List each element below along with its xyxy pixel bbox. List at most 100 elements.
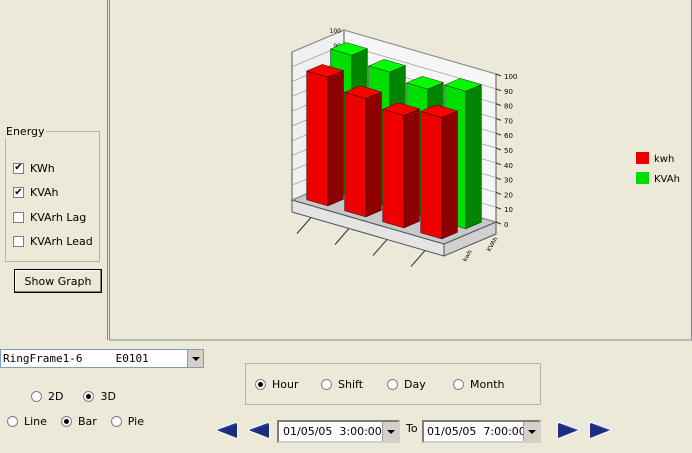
radio-label: 3D [100, 390, 116, 403]
radio-item[interactable]: Month [453, 378, 519, 391]
prev-button[interactable] [245, 421, 270, 439]
last-button[interactable] [589, 421, 614, 439]
y-tick [495, 162, 502, 166]
from-dropdown[interactable] [382, 422, 398, 441]
radio-item[interactable]: Bar [60, 415, 97, 428]
left-panel [0, 0, 108, 340]
bar-top [405, 76, 444, 90]
checkbox-item[interactable]: KVArh Lag [13, 205, 93, 230]
radio-button[interactable] [255, 379, 266, 390]
bar [306, 64, 345, 207]
y-tick-label: 100 [504, 73, 517, 81]
to-date[interactable]: 01/05/05 7:00:00 [422, 420, 541, 443]
chart: 0010102020303040405050606070708080909010… [109, 0, 692, 341]
checkbox-item[interactable]: ✔ KVAh [13, 181, 93, 206]
checkbox-item[interactable]: KVArh Lead [13, 230, 93, 255]
x-tick [296, 217, 312, 234]
radio-button[interactable] [7, 416, 18, 427]
to-text: 01/05/05 7:00:00 [427, 425, 526, 438]
bar-top [329, 42, 368, 56]
y-tick [495, 88, 502, 92]
dropdown-button[interactable] [187, 350, 203, 367]
grid-line [291, 29, 497, 75]
next-button[interactable] [557, 421, 582, 439]
radio-item[interactable]: Day [387, 378, 453, 391]
bar-side [441, 110, 458, 240]
radio-item[interactable]: Pie [110, 415, 144, 428]
to-label: To [406, 422, 418, 435]
bar [420, 104, 459, 240]
y-tick-label: 20 [504, 191, 513, 199]
legend-label: KVAh [654, 174, 680, 185]
checkbox[interactable] [13, 236, 24, 248]
bar-top [367, 59, 406, 73]
y-tick-label: 40 [504, 162, 513, 170]
meter-text: RingFrame1-6 E0101 [3, 352, 149, 365]
checkbox[interactable] [13, 211, 24, 223]
radio-dot [63, 419, 69, 424]
radio-button[interactable] [387, 379, 398, 390]
y-tick-label: 10 [504, 206, 513, 214]
checkbox-item[interactable]: ✔ KWh [13, 156, 93, 181]
y-tick-label: 50 [504, 147, 513, 155]
y-tick [495, 191, 502, 195]
bar-side [403, 108, 420, 229]
radio-item[interactable]: 2D [31, 390, 63, 403]
legend-swatch [636, 152, 649, 164]
y-tick-label: 70 [504, 117, 513, 125]
show-graph-button[interactable]: Show Graph [14, 269, 102, 293]
plot: 0010102020303040405050606070708080909010… [290, 28, 680, 267]
y-tick [495, 206, 502, 210]
bar-side [327, 70, 344, 207]
radio-label: Line [24, 415, 47, 428]
radio-item[interactable]: Hour [255, 378, 321, 391]
to-dropdown[interactable] [523, 422, 539, 441]
y-tick [495, 132, 502, 136]
bar-front [306, 70, 329, 207]
period-group [245, 363, 541, 405]
checkbox[interactable]: ✔ [13, 162, 24, 174]
x-tick [334, 228, 350, 245]
checkbox-label: KVAh [30, 186, 59, 200]
y-tick-label: 30 [504, 177, 513, 185]
radio-item[interactable]: 3D [83, 390, 116, 403]
checkbox-label: KVArh Lead [30, 235, 93, 249]
radio-button[interactable] [453, 379, 464, 390]
period-options: Hour Shift Day Month [255, 378, 519, 391]
radio-label: Bar [77, 415, 97, 428]
y-tick [495, 221, 502, 225]
y-tick [495, 177, 502, 181]
radio-label: Hour [272, 378, 299, 391]
dimension-options: 2D 3D [31, 390, 116, 403]
bar-top [306, 64, 345, 78]
y-tick [495, 103, 502, 107]
y-tick [495, 147, 502, 151]
y-tick [495, 73, 502, 77]
y-tick [495, 117, 502, 121]
radio-label: Day [404, 378, 426, 391]
radio-item[interactable]: Line [7, 415, 47, 428]
radio-button[interactable] [83, 391, 95, 402]
y-tick-label-left: 100 [330, 28, 342, 35]
radio-button[interactable] [60, 416, 72, 427]
bar-front [420, 111, 443, 240]
chart-type-options: Line Bar Pie [7, 415, 144, 428]
legend-swatch [636, 172, 649, 184]
y-tick-label: 0 [504, 221, 508, 229]
radio-button[interactable] [321, 379, 332, 390]
first-button[interactable] [213, 421, 238, 439]
radio-label: Shift [338, 378, 364, 391]
check-mark: ✔ [14, 186, 23, 198]
meter-select[interactable]: RingFrame1-6 E0101 [0, 349, 204, 368]
y-tick-label: 80 [504, 103, 513, 111]
x-tick [410, 250, 426, 267]
radio-button[interactable] [110, 416, 122, 427]
y-tick-label: 60 [504, 132, 513, 140]
radio-label: Pie [127, 415, 144, 428]
radio-button[interactable] [31, 391, 42, 402]
energy-group [5, 131, 100, 262]
from-date[interactable]: 01/05/05 3:00:00 [277, 420, 400, 443]
checkbox[interactable]: ✔ [13, 186, 24, 199]
radio-item[interactable]: Shift [321, 378, 387, 391]
bar-front [382, 109, 405, 229]
